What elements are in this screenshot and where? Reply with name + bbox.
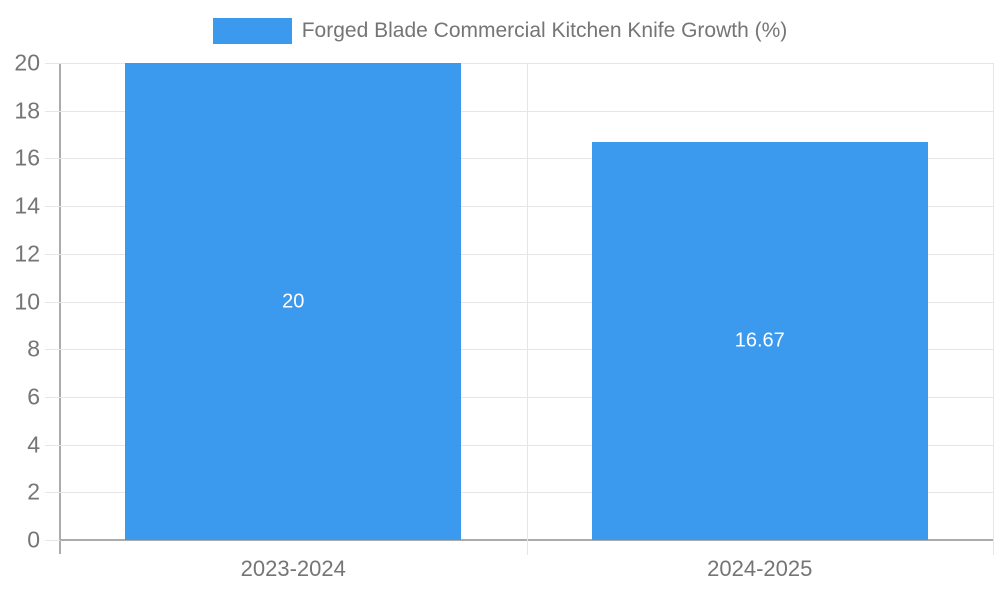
- x-tick-mark: [526, 540, 528, 555]
- x-tick-mark: [993, 540, 994, 555]
- legend[interactable]: Forged Blade Commercial Kitchen Knife Gr…: [0, 18, 1000, 44]
- y-tick-label: 2: [27, 478, 40, 505]
- y-axis-line: [59, 63, 61, 554]
- y-tick-mark: [45, 206, 60, 208]
- y-tick-mark: [45, 349, 60, 351]
- y-tick-label: 16: [14, 144, 40, 171]
- y-tick-mark: [45, 444, 60, 446]
- x-tick-label: 2023-2024: [240, 556, 346, 581]
- y-tick-mark: [45, 396, 60, 398]
- y-tick-label: 18: [14, 97, 40, 124]
- category-boundary-line: [526, 63, 528, 540]
- y-tick-mark: [45, 301, 60, 303]
- plot-area: 0 2 4 6 8 10 12 14 16 18 20 20 2023-2024 16.67 2024-20…: [14, 50, 994, 581]
- y-tick-label: 6: [27, 383, 40, 410]
- y-tick-mark: [45, 253, 60, 255]
- bar[interactable]: [591, 142, 928, 540]
- y-tick-mark: [45, 158, 60, 160]
- y-tick-label: 4: [27, 431, 40, 458]
- y-tick-label: 0: [27, 526, 40, 553]
- y-tick-label: 14: [14, 192, 40, 219]
- legend-swatch: [212, 18, 292, 44]
- category-boundary-line: [993, 63, 994, 540]
- y-tick-mark: [45, 110, 60, 112]
- bar[interactable]: [125, 63, 462, 540]
- y-tick-label: 10: [14, 288, 40, 314]
- y-tick-mark: [45, 63, 60, 64]
- y-tick-mark: [45, 492, 60, 494]
- y-tick-mark: [45, 540, 60, 541]
- legend-label: Forged Blade Commercial Kitchen Knife Gr…: [301, 19, 788, 42]
- y-tick-label: 20: [14, 49, 40, 76]
- y-tick-label: 8: [27, 335, 40, 362]
- x-tick-label: 2024-2025: [707, 556, 813, 581]
- y-tick-label: 12: [14, 240, 40, 267]
